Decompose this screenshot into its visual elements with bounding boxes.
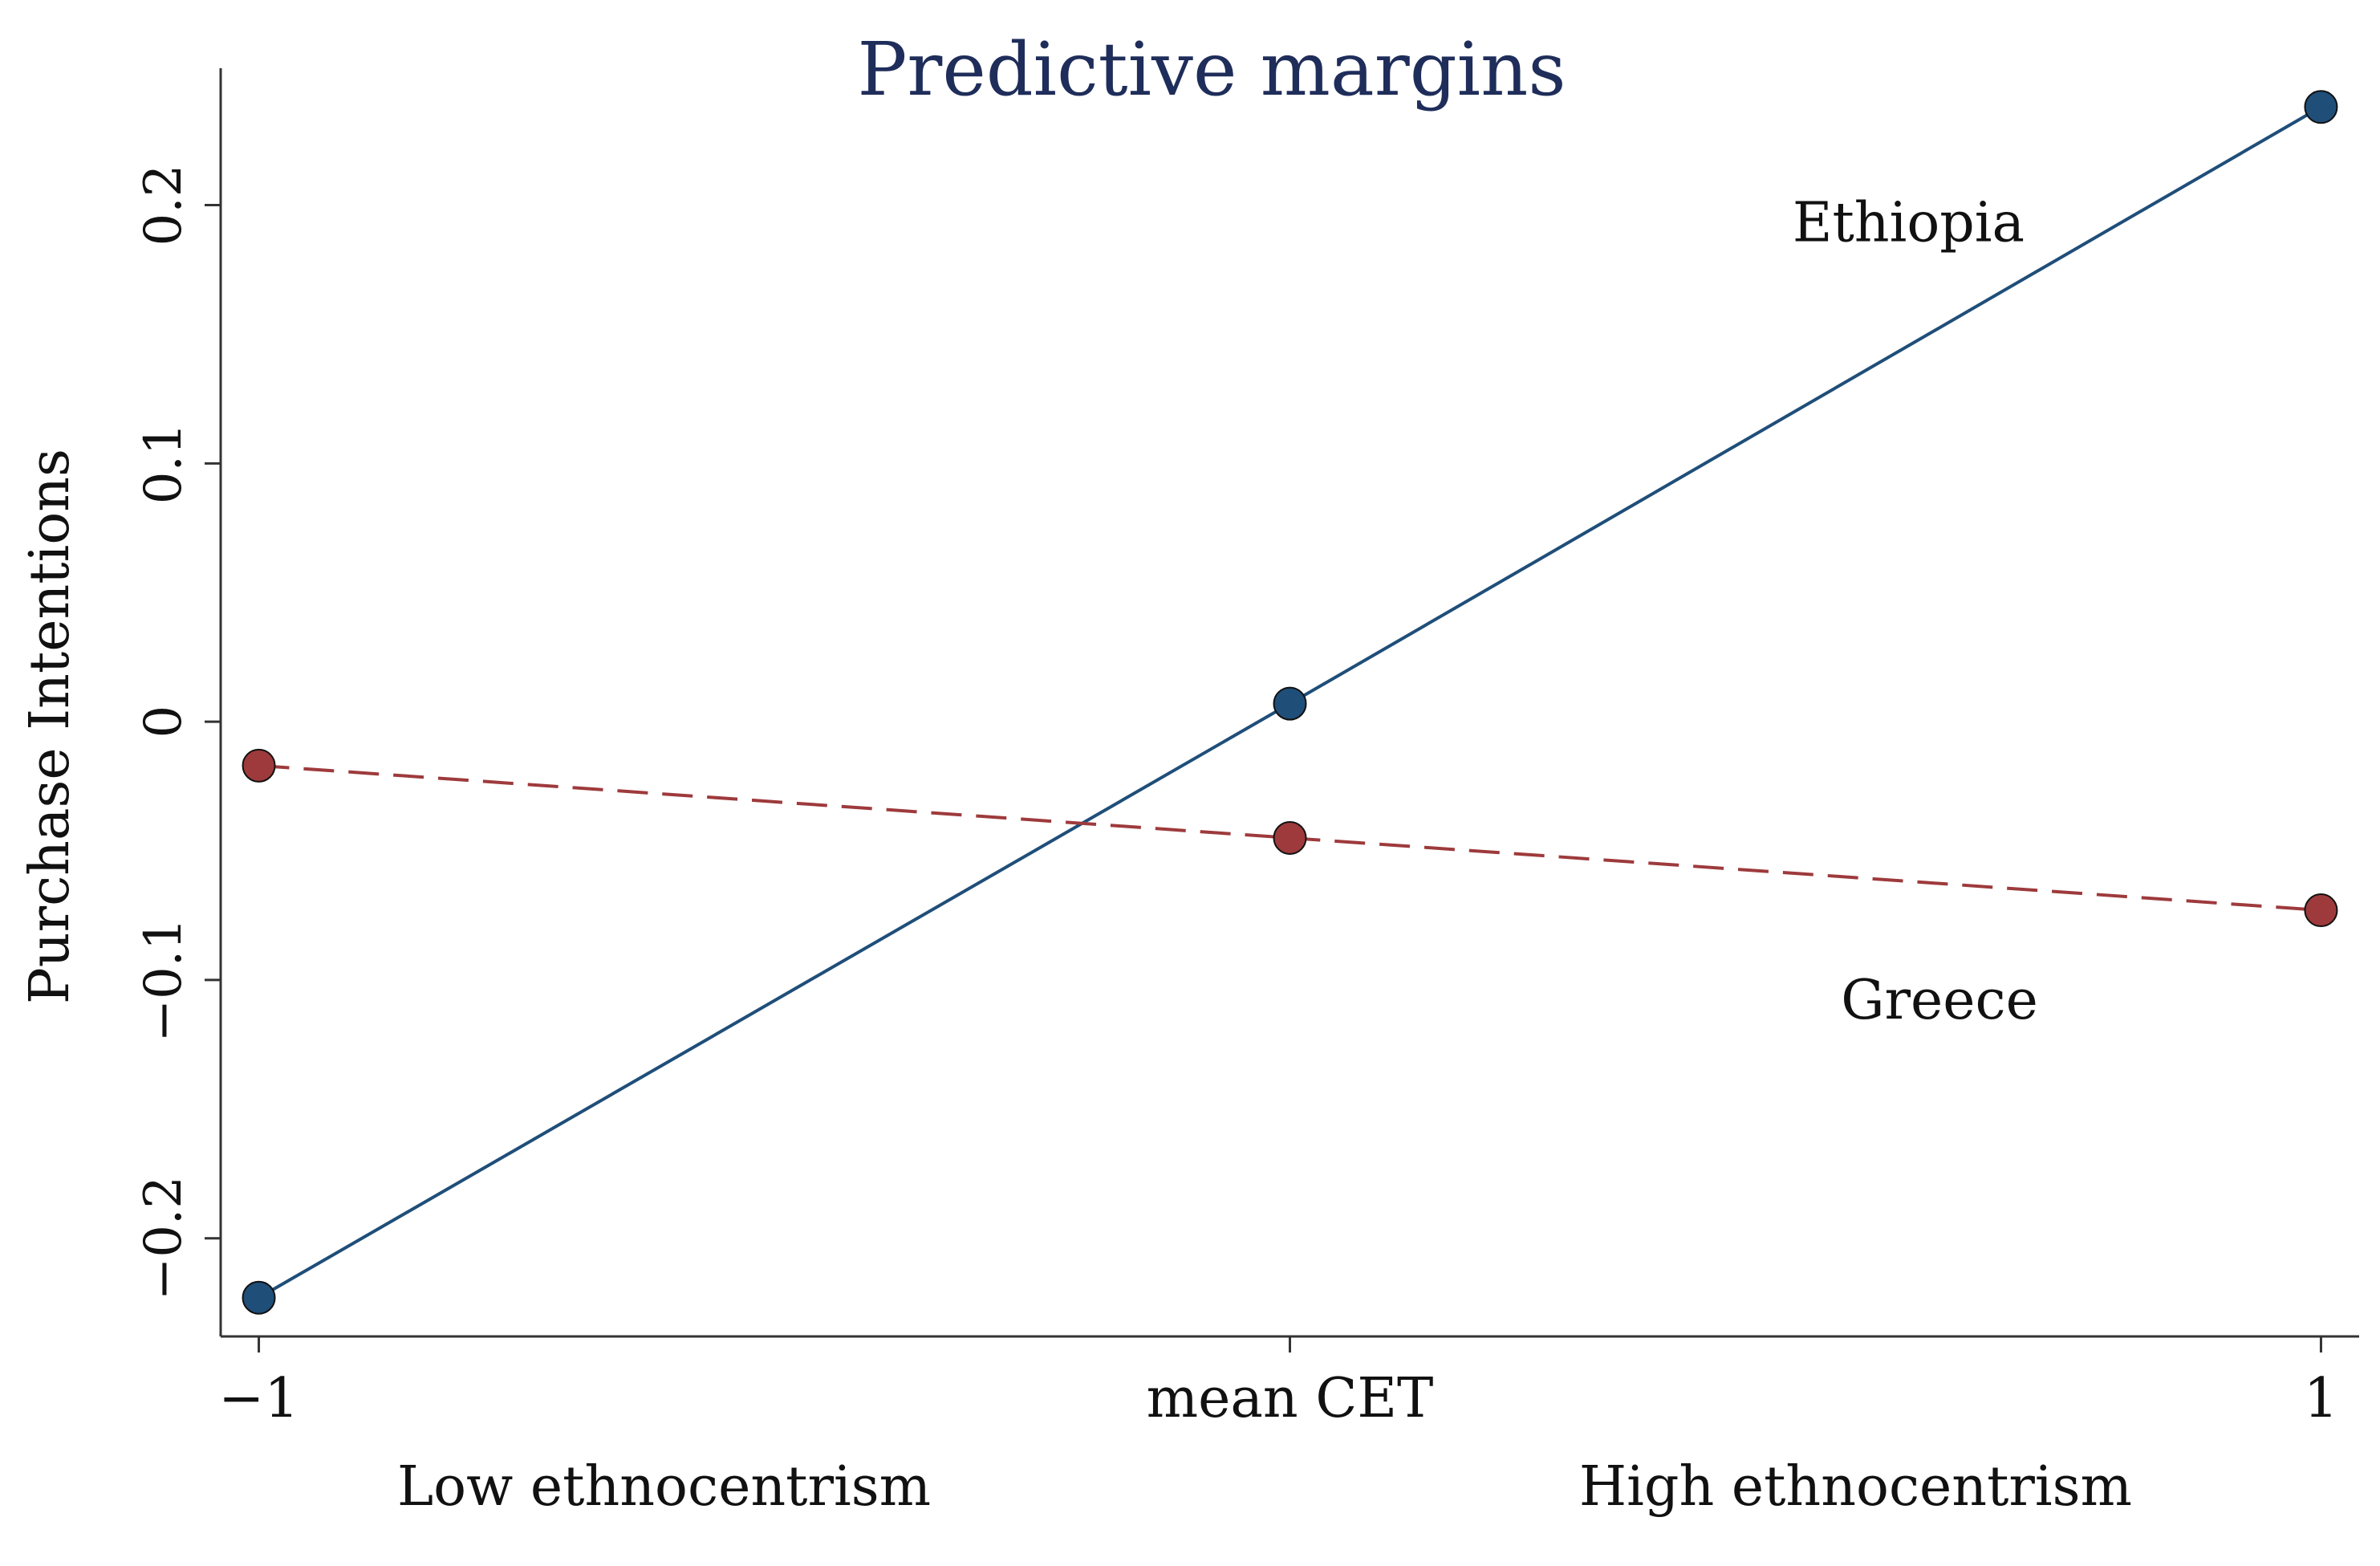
series-label-greece: Greece: [1841, 969, 2038, 1032]
data-point-greece: [1273, 820, 1307, 855]
x-sublabel-high: High ethnocentrism: [1579, 1455, 2132, 1519]
chart-title: Predictive margins: [857, 26, 1566, 112]
data-point-greece: [2304, 893, 2338, 928]
data-point-greece: [242, 748, 276, 783]
data-point-ethiopia: [2304, 90, 2338, 124]
x-tick-label: −1: [218, 1367, 299, 1430]
x-axis-ticks: −1 mean CET 1: [218, 1336, 2338, 1430]
y-tick-label: 0: [134, 706, 193, 738]
data-point-ethiopia: [242, 1280, 276, 1315]
series-label-ethiopia: Ethiopia: [1793, 192, 2025, 255]
y-axis-label: Purchase Intentions: [18, 449, 82, 1004]
x-tick-label: mean CET: [1147, 1367, 1434, 1430]
y-tick-label: −0.1: [134, 917, 193, 1042]
y-tick-label: 0.2: [134, 165, 193, 246]
y-tick-label: −0.2: [134, 1176, 193, 1300]
series-layer: [242, 90, 2338, 1315]
y-axis-ticks: −0.2 −0.1 0 0.1 0.2: [134, 165, 221, 1300]
y-tick-label: 0.1: [134, 422, 193, 504]
data-point-ethiopia: [1273, 686, 1307, 721]
x-tick-label: 1: [2304, 1367, 2338, 1430]
x-sublabel-low: Low ethnocentrism: [397, 1455, 931, 1519]
